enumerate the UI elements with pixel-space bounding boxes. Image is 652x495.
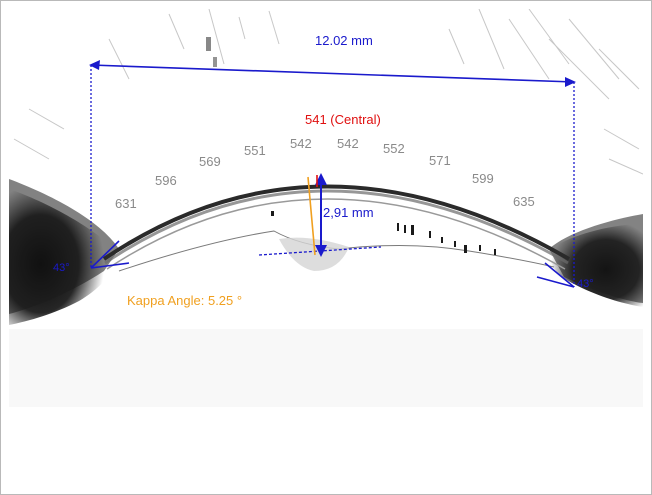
eyelash-fragment bbox=[206, 37, 211, 51]
thickness-value: 551 bbox=[244, 143, 266, 158]
width-arrowhead-right bbox=[565, 77, 576, 87]
kappa-axis-line bbox=[307, 176, 316, 256]
depth-arrowhead-top bbox=[315, 173, 327, 185]
left-tissue-soft bbox=[9, 179, 119, 314]
right-tissue-soft bbox=[549, 214, 643, 303]
kappa-angle-label: Kappa Angle: 5.25 ° bbox=[127, 293, 243, 308]
thickness-value: 542 bbox=[290, 136, 312, 151]
iris-speckles bbox=[271, 211, 496, 255]
angle-right-label: 43° bbox=[577, 278, 594, 290]
width-measurement bbox=[89, 60, 576, 287]
eyelash-fragment bbox=[213, 57, 217, 67]
thickness-value: 596 bbox=[155, 173, 177, 188]
thickness-value: 599 bbox=[472, 171, 494, 186]
scheimpflug-scan-image bbox=[9, 9, 643, 407]
thickness-value: 635 bbox=[513, 194, 535, 209]
cornea-body bbox=[104, 189, 569, 265]
width-arrowhead-left bbox=[89, 60, 100, 70]
chamber-depth-label: 2,91 mm bbox=[323, 205, 374, 220]
eyelash-strands bbox=[13, 9, 643, 175]
scan-graphics bbox=[9, 9, 643, 407]
depth-measurement bbox=[258, 173, 382, 257]
cornea-posterior-surface bbox=[106, 198, 566, 270]
thickness-value: 552 bbox=[383, 141, 405, 156]
lens-baseline bbox=[258, 246, 382, 256]
angle-marker-right bbox=[536, 262, 575, 288]
cornea-anterior-surface bbox=[102, 184, 571, 261]
thickness-value: 631 bbox=[115, 196, 137, 211]
angle-marker-left bbox=[90, 240, 130, 269]
thickness-value: 542 bbox=[337, 136, 359, 151]
lower-wash bbox=[9, 329, 643, 407]
blank-lower-area bbox=[9, 411, 643, 487]
thickness-value: 569 bbox=[199, 154, 221, 169]
chamber-width-label: 12.02 mm bbox=[315, 33, 373, 48]
lens-reflection bbox=[279, 237, 349, 271]
central-thickness-label: 541 (Central) bbox=[305, 112, 381, 127]
angle-left-label: 43° bbox=[53, 262, 70, 274]
thickness-value: 571 bbox=[429, 153, 451, 168]
